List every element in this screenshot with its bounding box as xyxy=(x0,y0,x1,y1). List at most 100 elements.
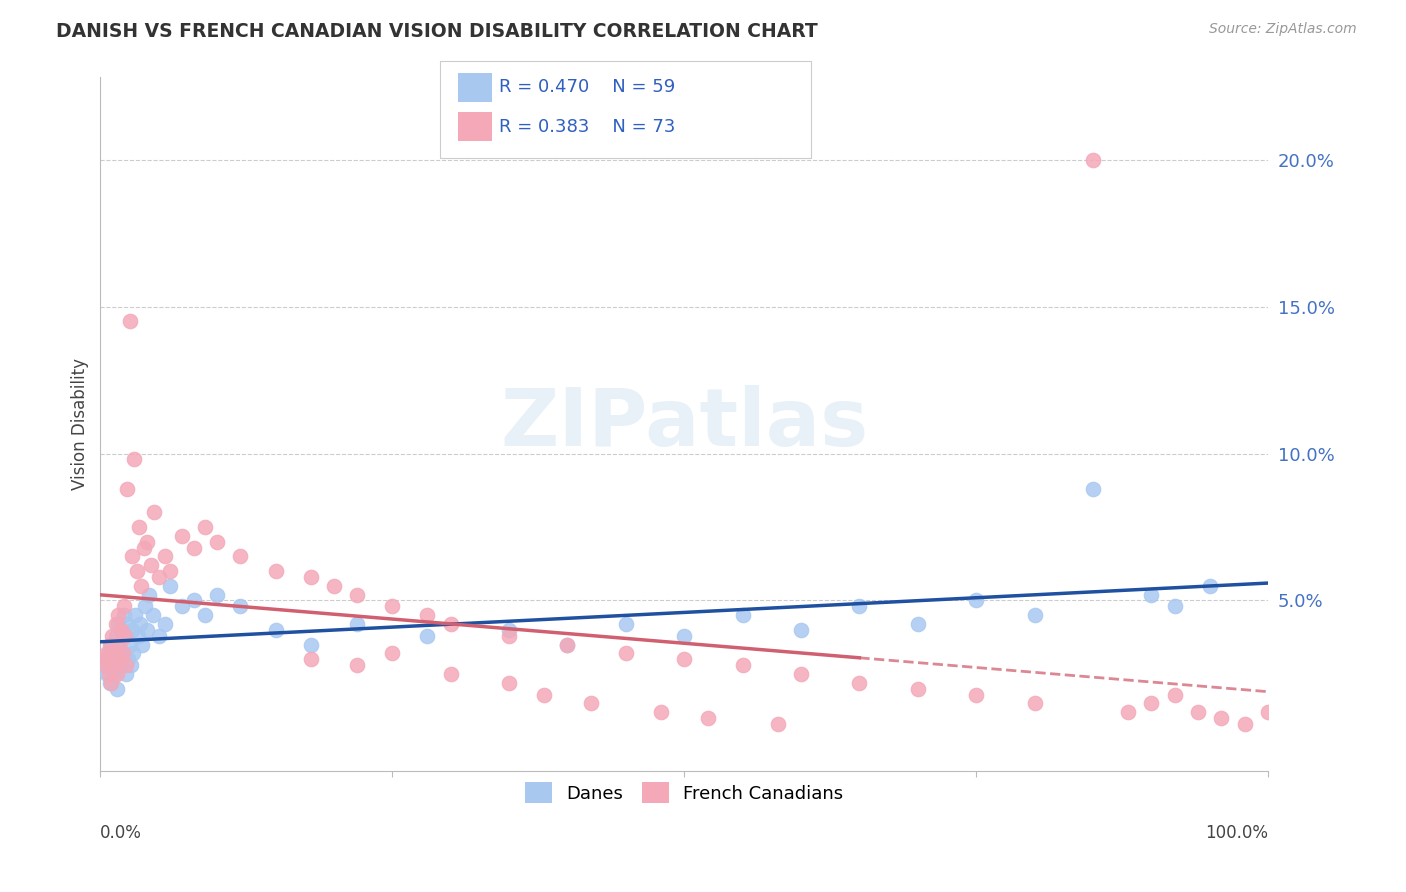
Point xyxy=(107,608,129,623)
Point xyxy=(121,623,143,637)
Point xyxy=(98,675,121,690)
Point xyxy=(965,593,987,607)
Point xyxy=(114,629,136,643)
Point xyxy=(965,688,987,702)
Point xyxy=(790,667,813,681)
Point xyxy=(148,629,170,643)
Point xyxy=(115,617,138,632)
Point xyxy=(1081,153,1104,167)
Point xyxy=(103,652,125,666)
Point xyxy=(498,675,520,690)
Point xyxy=(440,617,463,632)
Point xyxy=(183,593,205,607)
Point xyxy=(115,482,138,496)
Point xyxy=(98,638,121,652)
Point xyxy=(533,688,555,702)
Point xyxy=(229,599,252,614)
Point xyxy=(205,588,228,602)
Point xyxy=(346,617,368,632)
Point xyxy=(498,629,520,643)
Point xyxy=(322,579,344,593)
Text: 0.0%: 0.0% xyxy=(100,824,142,842)
Text: DANISH VS FRENCH CANADIAN VISION DISABILITY CORRELATION CHART: DANISH VS FRENCH CANADIAN VISION DISABIL… xyxy=(56,22,818,41)
Point xyxy=(159,579,181,593)
Point xyxy=(159,564,181,578)
Point xyxy=(108,652,131,666)
Point xyxy=(1140,697,1163,711)
Point xyxy=(614,617,637,632)
Point xyxy=(673,629,696,643)
Point xyxy=(1081,482,1104,496)
Point xyxy=(134,599,156,614)
Point xyxy=(153,617,176,632)
Text: 100.0%: 100.0% xyxy=(1205,824,1268,842)
Point xyxy=(183,541,205,555)
Point xyxy=(117,652,139,666)
Point xyxy=(229,549,252,564)
Point xyxy=(731,658,754,673)
Point xyxy=(172,529,194,543)
Point xyxy=(122,452,145,467)
Point xyxy=(1198,579,1220,593)
Point xyxy=(125,564,148,578)
Point xyxy=(1233,717,1256,731)
Point xyxy=(907,681,929,696)
Point xyxy=(790,623,813,637)
Point xyxy=(97,647,120,661)
Point xyxy=(111,647,134,661)
Point xyxy=(112,608,135,623)
Point xyxy=(1163,599,1185,614)
Point xyxy=(108,638,131,652)
Point xyxy=(148,570,170,584)
Point xyxy=(848,599,870,614)
Point xyxy=(96,652,118,666)
Point xyxy=(124,608,146,623)
Point xyxy=(101,629,124,643)
Point xyxy=(110,623,132,637)
Point xyxy=(440,667,463,681)
Point xyxy=(498,623,520,637)
Text: R = 0.470    N = 59: R = 0.470 N = 59 xyxy=(499,78,675,96)
Y-axis label: Vision Disability: Vision Disability xyxy=(72,359,89,491)
Point xyxy=(1257,705,1279,719)
Point xyxy=(1187,705,1209,719)
Point xyxy=(142,608,165,623)
Point xyxy=(194,608,217,623)
Point xyxy=(1163,688,1185,702)
Point xyxy=(108,638,131,652)
Point xyxy=(93,652,115,666)
Text: Source: ZipAtlas.com: Source: ZipAtlas.com xyxy=(1209,22,1357,37)
Point xyxy=(416,629,439,643)
Point xyxy=(381,647,404,661)
Point xyxy=(104,617,127,632)
Point xyxy=(299,652,322,666)
Point xyxy=(264,623,287,637)
Point xyxy=(172,599,194,614)
Point xyxy=(205,534,228,549)
Point xyxy=(1024,697,1046,711)
Point xyxy=(104,629,127,643)
Point xyxy=(100,675,122,690)
Text: ZIPatlas: ZIPatlas xyxy=(501,385,869,463)
Point xyxy=(1024,608,1046,623)
Legend: Danes, French Canadians: Danes, French Canadians xyxy=(517,775,851,811)
Point xyxy=(766,717,789,731)
Text: R = 0.383    N = 73: R = 0.383 N = 73 xyxy=(499,118,675,136)
Point xyxy=(103,667,125,681)
Point xyxy=(731,608,754,623)
Point xyxy=(1140,588,1163,602)
Point xyxy=(138,588,160,602)
Point xyxy=(96,658,118,673)
Point xyxy=(118,638,141,652)
Point xyxy=(129,579,152,593)
Point xyxy=(105,681,128,696)
Point xyxy=(103,658,125,673)
Point xyxy=(132,541,155,555)
Point xyxy=(299,570,322,584)
Point xyxy=(696,711,718,725)
Point xyxy=(650,705,672,719)
Point xyxy=(194,520,217,534)
Point xyxy=(1116,705,1139,719)
Point xyxy=(94,658,117,673)
Point xyxy=(579,697,602,711)
